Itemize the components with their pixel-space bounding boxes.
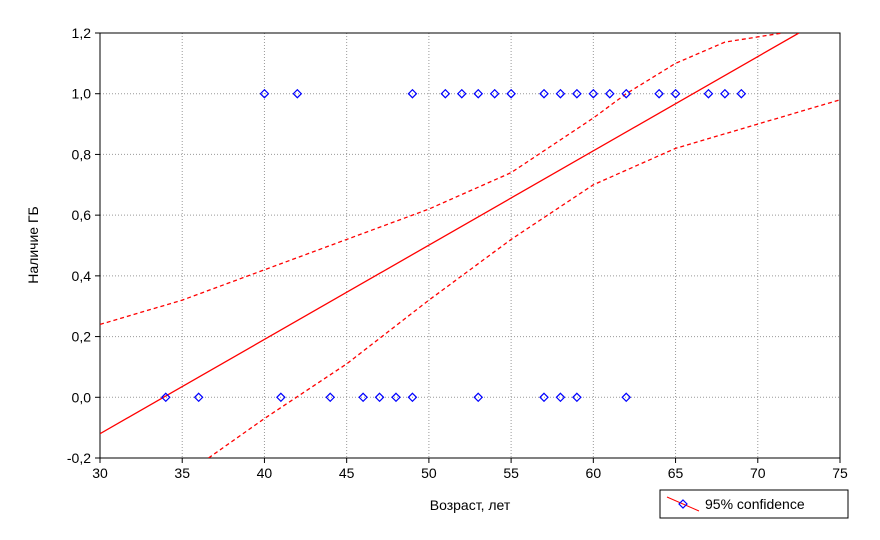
data-point — [276, 392, 286, 403]
data-point — [456, 88, 467, 99]
data-point — [555, 88, 566, 99]
x-tick-label: 35 — [174, 465, 190, 481]
y-axis-label: Наличие ГБ — [25, 206, 41, 283]
data-point — [489, 88, 500, 99]
grid — [100, 33, 840, 458]
data-point — [325, 392, 336, 403]
data-point — [193, 392, 204, 403]
plot-area — [100, 33, 840, 458]
y-tick-label: 0,0 — [72, 389, 92, 405]
data-point — [391, 392, 401, 403]
data-point — [572, 392, 582, 403]
legend: 95% confidence — [659, 489, 849, 519]
data-point — [473, 392, 484, 403]
x-tick-label: 70 — [750, 465, 766, 481]
y-tick-label: 1,2 — [72, 25, 92, 41]
y-axis-ticks: -0,2 0,0 0,2 0,4 0,6 0,8 1,0 1,2 — [67, 25, 100, 466]
lower-confidence-band — [208, 99, 840, 458]
y-tick-label: 0,8 — [72, 146, 92, 162]
data-point — [703, 88, 714, 99]
data-point — [539, 88, 549, 99]
data-point — [621, 392, 632, 403]
y-tick-label: 0,6 — [72, 207, 92, 223]
y-tick-label: -0,2 — [67, 450, 91, 466]
x-tick-label: 65 — [668, 465, 684, 481]
x-tick-label: 40 — [257, 465, 273, 481]
x-tick-label: 55 — [503, 465, 519, 481]
data-point — [539, 392, 549, 403]
y-tick-label: 0,2 — [72, 329, 92, 345]
data-point — [670, 88, 681, 99]
data-point — [407, 88, 418, 99]
data-point — [358, 392, 368, 403]
x-tick-label: 60 — [586, 465, 602, 481]
x-axis-ticks: 30 35 40 45 50 55 60 65 70 75 — [92, 458, 848, 481]
data-point — [621, 88, 632, 99]
data-point — [506, 88, 516, 99]
y-tick-label: 1,0 — [72, 86, 92, 102]
data-point — [473, 88, 484, 99]
data-point — [572, 88, 582, 99]
data-point — [407, 392, 418, 403]
data-point — [440, 88, 451, 99]
x-tick-label: 75 — [832, 465, 848, 481]
data-point — [654, 88, 664, 99]
x-tick-label: 45 — [339, 465, 355, 481]
legend-line-swatch — [666, 496, 700, 512]
data-point — [588, 88, 599, 99]
x-tick-label: 30 — [92, 465, 108, 481]
legend-marker-icon — [678, 499, 688, 509]
data-point — [160, 392, 171, 403]
y-tick-label: 0,4 — [72, 268, 92, 284]
upper-confidence-band — [100, 33, 783, 326]
data-point — [374, 392, 385, 403]
data-point — [604, 88, 615, 99]
data-point — [555, 392, 566, 403]
x-axis-label: Возраст, лет — [430, 497, 511, 513]
plot-frame — [99, 32, 841, 459]
data-point — [736, 88, 747, 99]
legend-label: 95% confidence — [705, 496, 805, 512]
data-point — [292, 88, 303, 99]
legend-box — [659, 489, 849, 519]
regression-line — [100, 33, 800, 435]
data-point — [259, 88, 270, 99]
data-point — [720, 88, 730, 99]
x-tick-label: 50 — [421, 465, 437, 481]
series-layer — [100, 33, 840, 458]
